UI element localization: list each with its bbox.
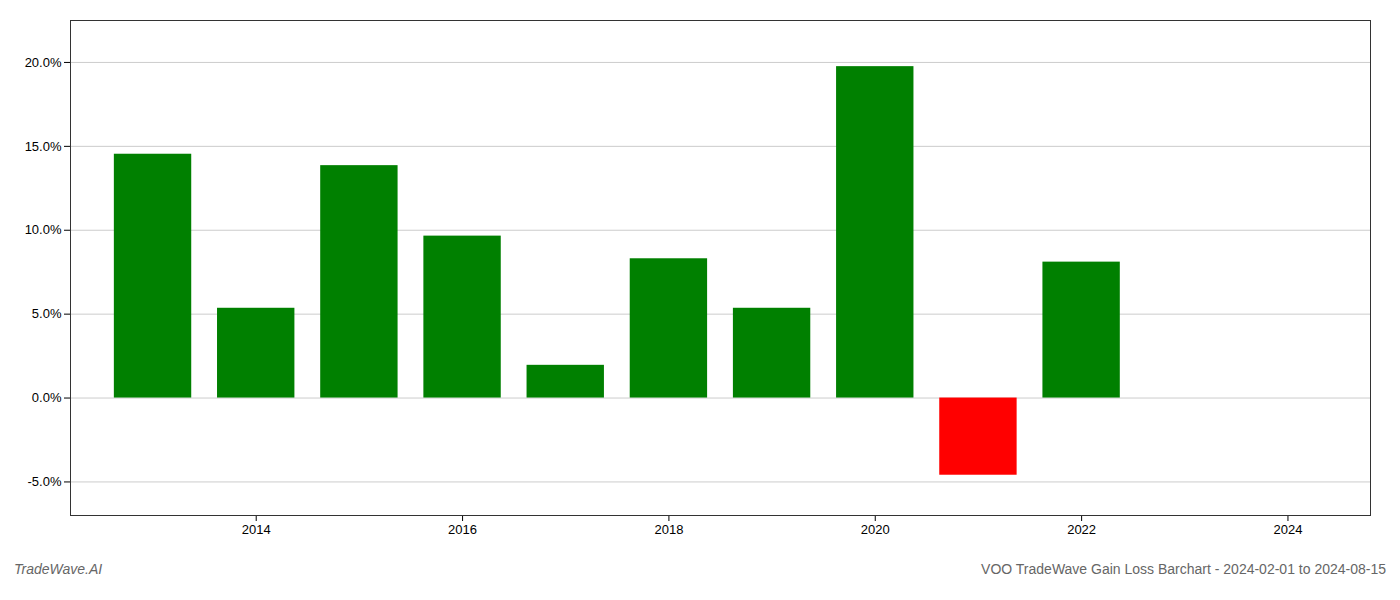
html-text:TradeWave.AI: TradeWave.AI — [14, 561, 103, 577]
svg-text:-5.0%: -5.0% — [28, 474, 62, 489]
svg-text:2024: 2024 — [1273, 522, 1302, 537]
svg-text:2020: 2020 — [861, 522, 890, 537]
svg-text:5.0%: 5.0% — [32, 306, 62, 321]
html-text:VOO TradeWave Gain Loss Barcha: VOO TradeWave Gain Loss Barchart - 2024-… — [981, 561, 1386, 577]
svg-text:20.0%: 20.0% — [25, 55, 62, 70]
svg-text:10.0%: 10.0% — [25, 222, 62, 237]
svg-text:0.0%: 0.0% — [32, 390, 62, 405]
svg-text:15.0%: 15.0% — [25, 139, 62, 154]
svg-text:2022: 2022 — [1067, 522, 1096, 537]
svg-text:2014: 2014 — [242, 522, 271, 537]
svg-text:2016: 2016 — [448, 522, 477, 537]
svg-text:2018: 2018 — [654, 522, 683, 537]
